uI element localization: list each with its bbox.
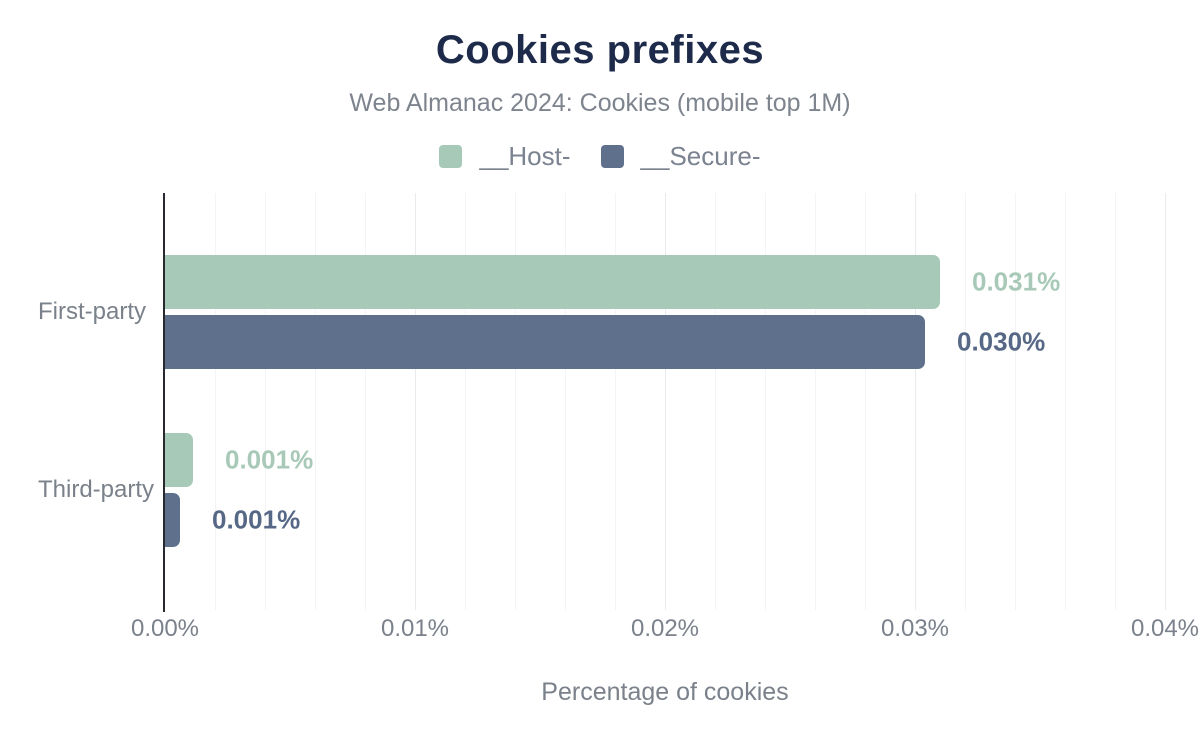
minor-gridline [615, 193, 616, 610]
minor-gridline [1065, 193, 1066, 610]
bar-first-party-host [165, 255, 940, 309]
x-tick-label: 0.01% [380, 615, 450, 642]
x-tick-label: 0.02% [630, 615, 700, 642]
minor-gridline [565, 193, 566, 610]
secure-series-swatch-icon [600, 145, 624, 168]
minor-gridline [815, 193, 816, 610]
y-axis-line [163, 193, 165, 612]
minor-gridline [765, 193, 766, 610]
major-gridline [915, 193, 916, 610]
legend-label-secure: __Secure- [640, 141, 761, 171]
minor-gridline [515, 193, 516, 610]
host-series-swatch-icon [439, 145, 463, 168]
value-label: 0.001% [212, 504, 301, 535]
minor-gridline [1015, 193, 1016, 610]
category-label-third-party: Third-party [38, 476, 155, 503]
value-label: 0.001% [225, 444, 314, 475]
chart-subtitle: Web Almanac 2024: Cookies (mobile top 1M… [349, 89, 851, 117]
x-tick-label: 0.03% [880, 615, 950, 642]
value-label: 0.030% [957, 326, 1046, 357]
x-tick-label: 0.04% [1130, 615, 1200, 642]
minor-gridline [315, 193, 316, 610]
minor-gridline [465, 193, 466, 610]
legend: __Host- __Secure- [0, 141, 1200, 172]
legend-label-host: __Host- [479, 141, 571, 171]
minor-gridline [865, 193, 866, 610]
bar-first-party-secure [165, 315, 925, 369]
major-gridline [415, 193, 416, 610]
minor-gridline [1115, 193, 1116, 610]
major-gridline [1165, 193, 1166, 610]
minor-gridline [365, 193, 366, 610]
minor-gridline [715, 193, 716, 610]
category-label-first-party: First-party [38, 298, 146, 325]
chart-title: Cookies prefixes [435, 28, 765, 72]
x-axis-title: Percentage of cookies [541, 678, 789, 706]
minor-gridline [265, 193, 266, 610]
bar-third-party-host [165, 433, 193, 487]
bar-third-party-secure [165, 493, 180, 547]
minor-gridline [215, 193, 216, 610]
value-label: 0.031% [972, 266, 1061, 297]
legend-item-host[interactable]: __Host- [439, 141, 571, 172]
plot-area [165, 193, 1166, 610]
major-gridline [665, 193, 666, 610]
x-tick-label: 0.00% [130, 615, 200, 642]
legend-item-secure[interactable]: __Secure- [600, 141, 761, 172]
minor-gridline [965, 193, 966, 610]
